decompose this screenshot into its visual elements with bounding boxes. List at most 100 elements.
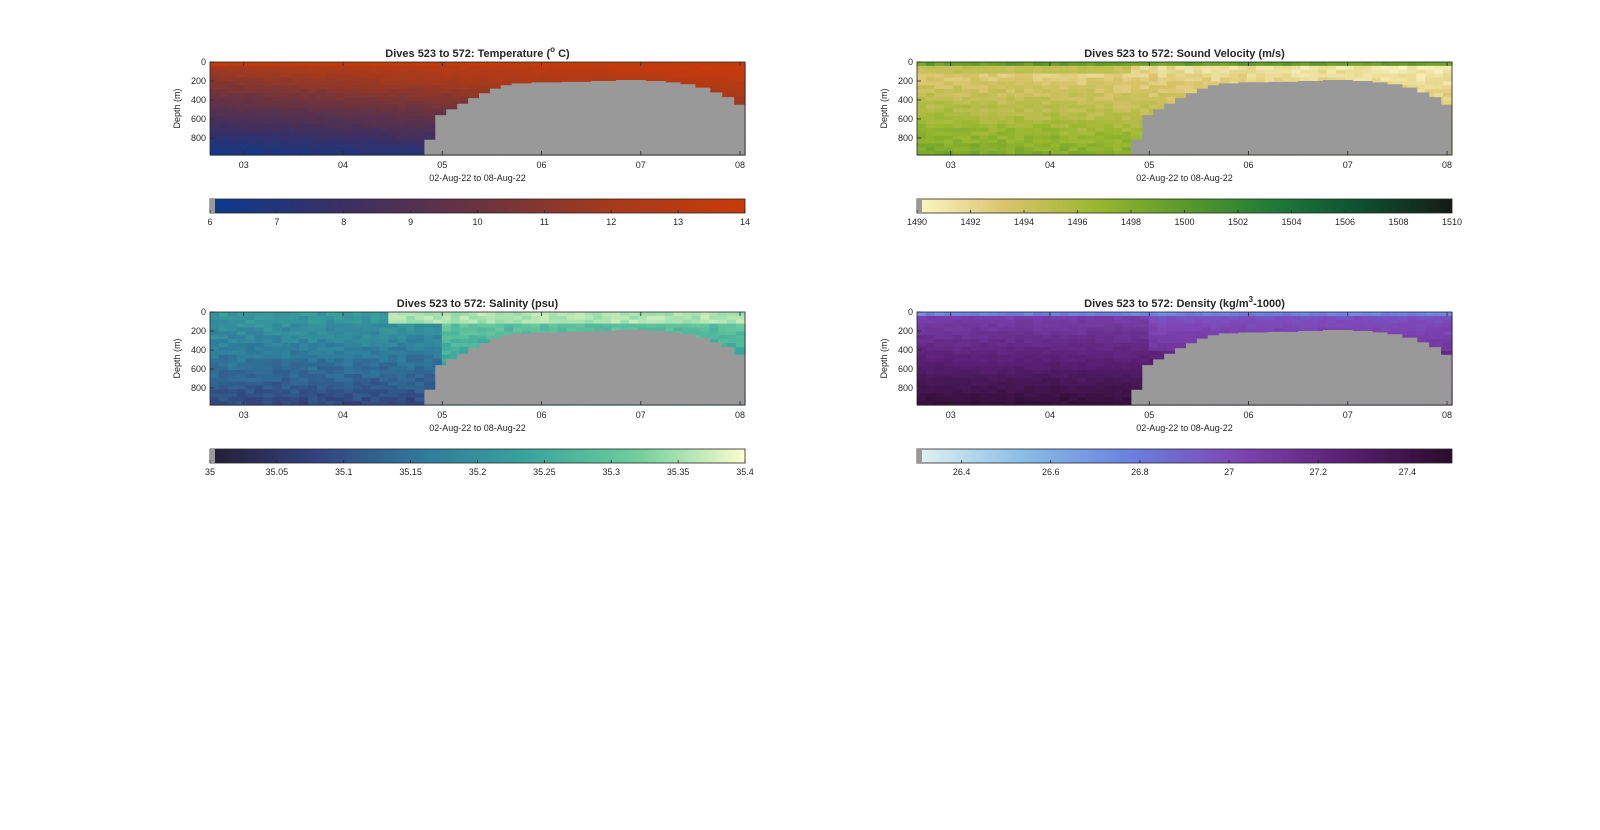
heatmap-cell [308,362,318,367]
heatmap-cell [1024,112,1034,117]
heatmap-cell [290,362,300,367]
heatmap-cell [1024,339,1034,344]
heatmap-cell [379,319,389,325]
y-axis-label: Depth (m) [879,88,889,128]
heatmap-cell [611,65,621,71]
heatmap-cell [718,73,728,79]
heatmap-cell [970,327,981,332]
heatmap-cell [227,65,238,71]
heatmap-cell [361,339,372,344]
heatmap-cell [415,377,425,383]
heatmap-cell [917,331,927,336]
heatmap-cell [1024,77,1034,82]
heatmap-cell [361,151,372,156]
heatmap-cell [1068,346,1079,352]
x-tick-label: 06 [1244,160,1254,170]
heatmap-cell [970,139,981,144]
heatmap-cell [1175,65,1186,71]
heatmap-cell [1318,69,1328,75]
heatmap-cell [424,370,434,375]
heatmap-cell [970,120,981,125]
heatmap-cell [682,327,693,332]
heatmap-cell [611,327,621,332]
heatmap-cell [1407,77,1417,82]
heatmap-cell [952,362,963,367]
heatmap-cell [343,139,354,144]
heatmap-cell [988,124,998,129]
heatmap-cell [352,323,363,329]
heatmap-cell [943,358,954,363]
heatmap-cell [388,370,398,375]
heatmap-cell [406,127,416,133]
heatmap-cell [584,62,595,67]
heatmap-cell [1015,315,1025,321]
heatmap-cell [468,339,479,344]
heatmap-cell [1095,147,1105,152]
heatmap-cell [1024,393,1034,398]
heatmap-cell [210,112,220,117]
heatmap-cell [227,139,238,144]
heatmap-cell [263,151,274,156]
heatmap-cell [700,315,710,321]
heatmap-cell [1157,100,1168,106]
heatmap-cell [388,354,398,360]
heatmap-cell [290,139,300,144]
heatmap-cell [325,374,336,379]
heatmap-cell [424,331,434,336]
heatmap-cell [370,354,381,360]
heatmap-cell [388,339,398,344]
heatmap-cell [970,312,981,317]
heatmap-cell [602,315,612,321]
heatmap-cell [218,131,229,137]
heatmap-cell [620,315,630,321]
heatmap-cell [281,108,291,113]
heatmap-cell [361,100,372,106]
heatmap-cell [961,377,972,383]
heatmap-cell [1050,335,1061,340]
heatmap-cell [236,354,247,360]
heatmap-cell [934,401,945,406]
heatmap-cell [1068,96,1079,102]
heatmap-cell [227,143,238,148]
heatmap-cell [317,381,327,387]
heatmap-cell [1015,116,1025,121]
heatmap-cell [1246,69,1257,75]
heatmap-cell [1006,81,1016,86]
y-axis-label: Depth (m) [172,88,182,128]
heatmap-cell [263,112,274,117]
heatmap-cell [325,147,336,152]
heatmap-cell [334,315,345,321]
heatmap-cell [236,362,247,367]
heatmap-cell [1068,147,1079,152]
heatmap-cell [272,377,282,383]
heatmap-cell [432,327,443,332]
heatmap-cell [1024,358,1034,363]
heatmap-cell [236,389,247,394]
heatmap-cell [925,401,936,406]
heatmap-cell [575,65,586,71]
heatmap-cell [925,77,936,82]
heatmap-cell [370,370,381,375]
heatmap-cell [522,312,532,317]
heatmap-cell [979,112,989,117]
heatmap-cell [934,147,945,152]
heatmap-cell [727,319,737,325]
heatmap-cell [486,315,496,321]
heatmap-cell [406,312,416,317]
heatmap-cell [1104,127,1114,133]
heatmap-cell [477,81,488,86]
heatmap-cell [1309,73,1319,79]
heatmap-cell [210,385,220,391]
heatmap-cell [513,319,523,325]
heatmap-cell [227,319,238,325]
heatmap-cell [952,327,963,332]
heatmap-cell [979,147,989,152]
heatmap-cell [1327,69,1337,75]
heatmap-cell [450,85,461,90]
heatmap-cell [415,374,425,379]
heatmap-cell [334,343,345,348]
heatmap-cell [317,350,327,356]
y-tick-label: 200 [191,326,206,336]
